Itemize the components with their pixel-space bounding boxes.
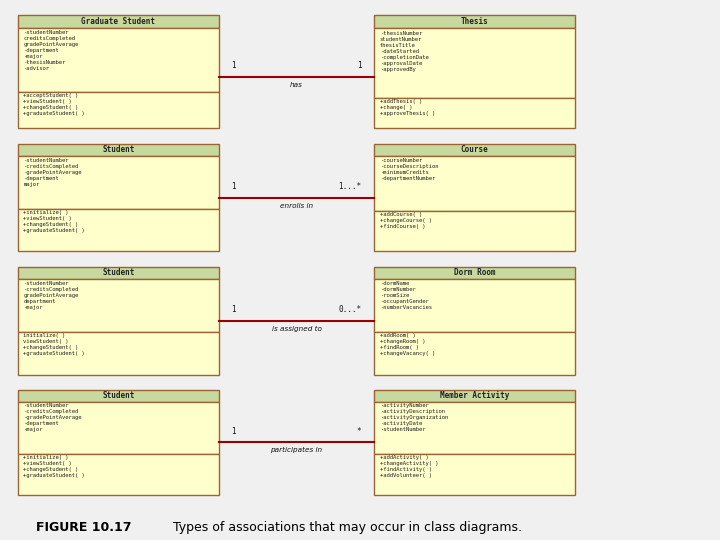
Bar — [18, 389, 219, 402]
Bar — [18, 156, 219, 209]
Text: 1...*: 1...* — [338, 182, 361, 191]
Text: -dormName
-dormNumber
-roomSize
-occupantGender
-numberVacancies: -dormName -dormNumber -roomSize -occupan… — [379, 281, 432, 309]
Text: Dorm Room: Dorm Room — [454, 268, 495, 277]
Text: Student: Student — [102, 391, 135, 400]
Text: 1: 1 — [357, 61, 361, 70]
Text: -studentNumber
-creditsCompleted
-gradePointAverage
-department
major: -studentNumber -creditsCompleted -gradeP… — [24, 158, 82, 186]
Text: Graduate Student: Graduate Student — [81, 17, 156, 26]
Text: enrolls in: enrolls in — [280, 202, 313, 209]
Text: 1: 1 — [232, 61, 236, 70]
Bar — [374, 16, 575, 29]
Bar — [374, 402, 575, 454]
Bar — [18, 402, 219, 454]
Text: Thesis: Thesis — [461, 17, 489, 26]
Bar — [374, 267, 575, 279]
Bar — [374, 29, 575, 98]
Bar — [18, 454, 219, 495]
Text: participates in: participates in — [271, 447, 323, 454]
Text: -thesisNumber
studentNumber
thesisTitle
-dateStarted
-completionDate
-approvalDa: -thesisNumber studentNumber thesisTitle … — [379, 31, 428, 71]
Text: +addRoom( )
+changeRoom( )
+findRoom( )
+changeVacancy( ): +addRoom( ) +changeRoom( ) +findRoom( ) … — [379, 333, 435, 356]
Bar — [374, 454, 575, 495]
Text: +initialize( )
+viewStudent( )
+changeStudent( )
+graduateStudent( ): +initialize( ) +viewStudent( ) +changeSt… — [24, 455, 85, 478]
Text: +addCourse( )
+changeCourse( )
+findCourse( ): +addCourse( ) +changeCourse( ) +findCour… — [379, 212, 432, 229]
Bar — [18, 92, 219, 129]
Text: initialize( )
viewStudent( )
+changeStudent( )
+graduateStudent( ): initialize( ) viewStudent( ) +changeStud… — [24, 333, 85, 356]
Bar — [18, 144, 219, 156]
Bar — [374, 98, 575, 129]
Text: Course: Course — [461, 145, 489, 154]
Text: -studentNumber
creditsCompleted
gradePointAverage
-department
-major
-thesisNumb: -studentNumber creditsCompleted gradePoi… — [24, 30, 78, 71]
Text: is assigned to: is assigned to — [271, 326, 321, 332]
Bar — [374, 389, 575, 402]
Bar — [374, 211, 575, 252]
Text: +initialize( )
+viewStudent( )
+changeStudent( )
+graduateStudent( ): +initialize( ) +viewStudent( ) +changeSt… — [24, 210, 85, 233]
Text: 0...*: 0...* — [338, 305, 361, 314]
Text: +acceptStudent( )
+viewStudent( )
+changeStudent( )
+graduateStudent( ): +acceptStudent( ) +viewStudent( ) +chang… — [24, 93, 85, 116]
Bar — [18, 267, 219, 279]
Text: Types of associations that may occur in class diagrams.: Types of associations that may occur in … — [169, 521, 522, 534]
Bar — [18, 279, 219, 332]
Bar — [374, 332, 575, 375]
Bar — [18, 209, 219, 252]
Text: 1: 1 — [232, 305, 236, 314]
Bar — [18, 16, 219, 29]
Text: -studentNumber
-creditsCompleted
-gradePointAverage
-department
-major: -studentNumber -creditsCompleted -gradeP… — [24, 403, 82, 432]
Text: FIGURE 10.17: FIGURE 10.17 — [36, 521, 132, 534]
Bar — [18, 332, 219, 375]
Text: 1: 1 — [232, 427, 236, 436]
Bar — [18, 29, 219, 92]
Text: Member Activity: Member Activity — [440, 391, 509, 400]
Text: Student: Student — [102, 145, 135, 154]
Text: has: has — [290, 82, 303, 87]
Text: -activityNumber
-activityDescription
-activityOrganization
-activityDate
-studen: -activityNumber -activityDescription -ac… — [379, 403, 448, 432]
Text: +addActivity( )
+changeActivity( )
+findActivity( )
+addVolunteer( ): +addActivity( ) +changeActivity( ) +find… — [379, 455, 438, 478]
Bar — [374, 279, 575, 332]
Text: 1: 1 — [232, 182, 236, 191]
Text: +addThesis( )
+change( )
+approveThesis( ): +addThesis( ) +change( ) +approveThesis(… — [379, 99, 435, 116]
Text: Student: Student — [102, 268, 135, 277]
Text: -courseNumber
-courseDescription
-minimumCredits
-departmentNumber: -courseNumber -courseDescription -minimu… — [379, 158, 438, 180]
Text: *: * — [357, 427, 361, 436]
Bar — [374, 144, 575, 156]
Bar — [374, 156, 575, 211]
Text: -studentNumber
-creditsCompleted
gradePointAverage
department
-major: -studentNumber -creditsCompleted gradePo… — [24, 281, 78, 309]
